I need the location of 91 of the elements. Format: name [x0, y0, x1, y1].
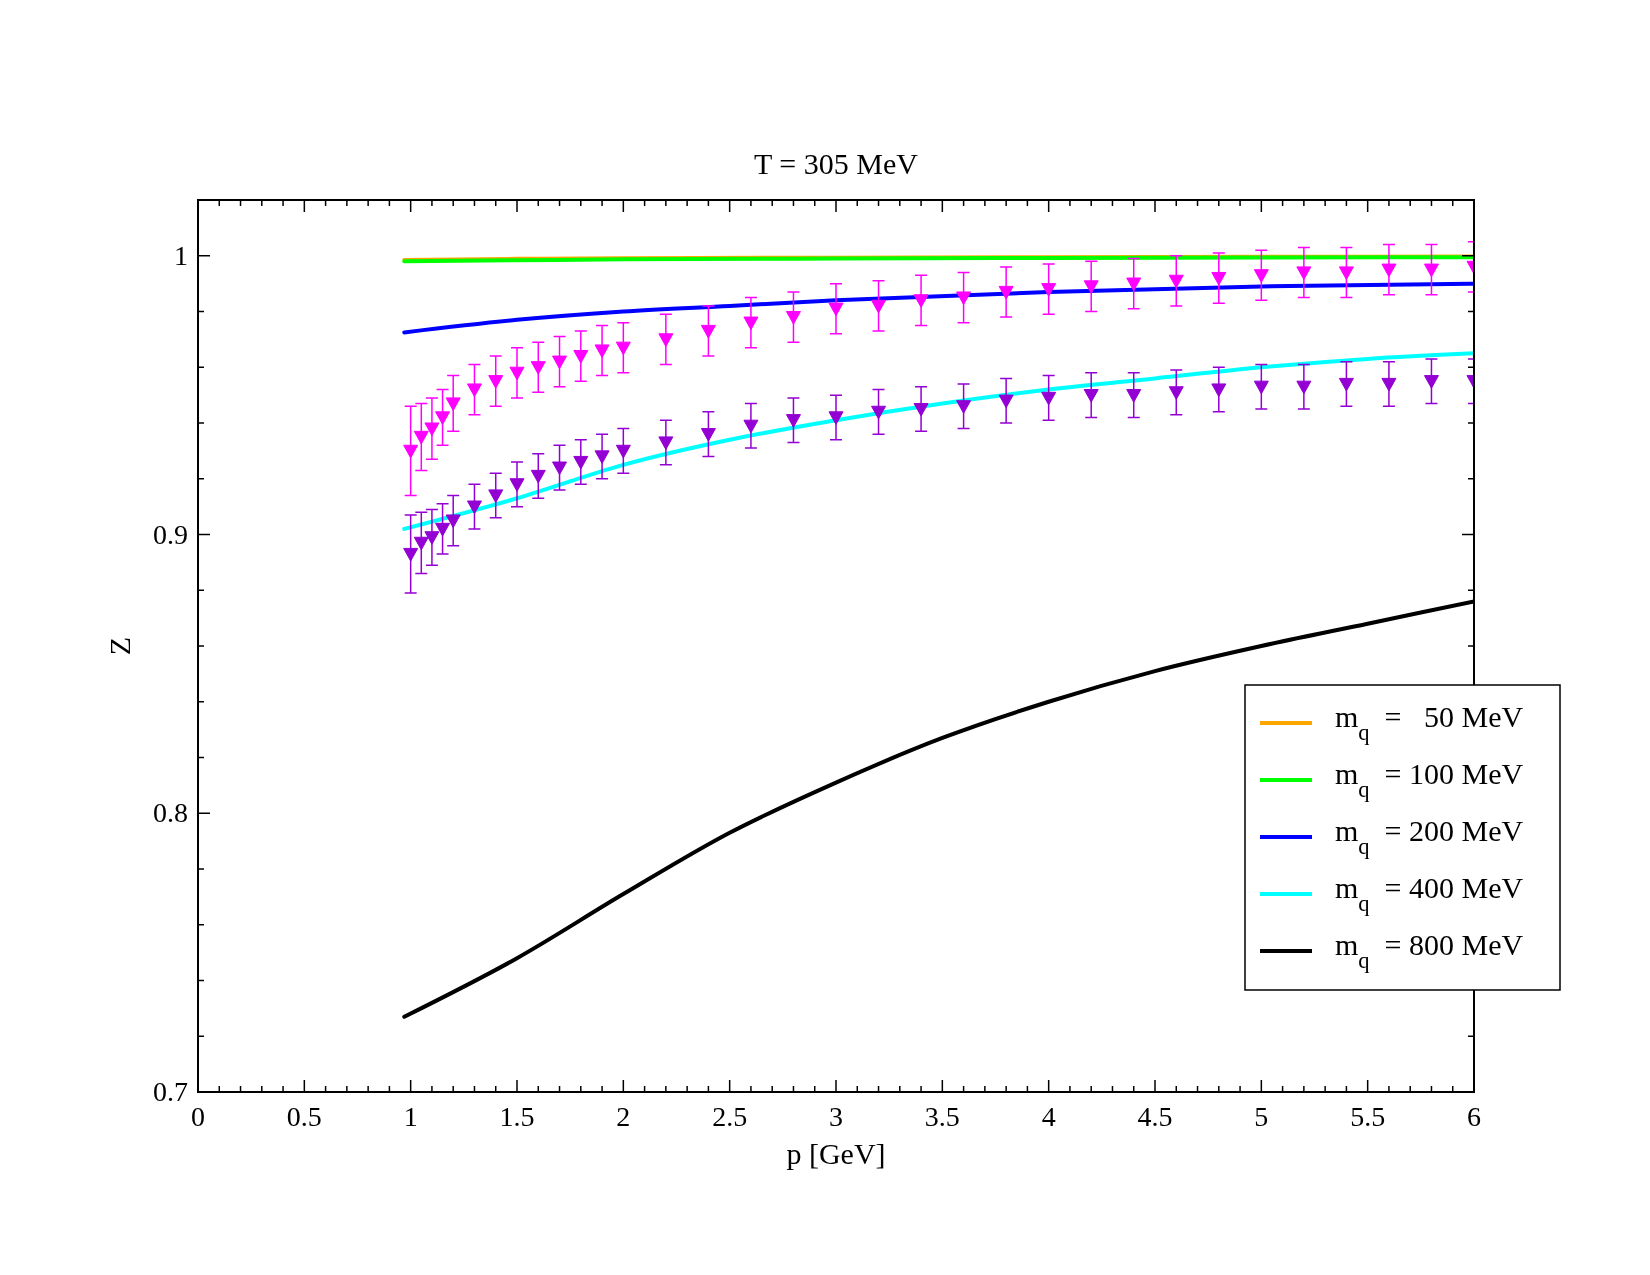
point [658, 436, 674, 451]
point [1423, 263, 1439, 278]
point [956, 291, 972, 306]
point [509, 366, 525, 381]
point [743, 316, 759, 331]
point [828, 411, 844, 425]
point [1211, 271, 1227, 286]
point [1126, 389, 1142, 403]
point [1338, 266, 1354, 280]
legend-label: m$_{q}$ = 100 MeV [1335, 757, 1524, 802]
point [1168, 386, 1184, 400]
point [785, 310, 801, 325]
point [403, 547, 419, 562]
point [594, 450, 610, 464]
point [615, 341, 631, 356]
x-tick-label: 0 [191, 1101, 205, 1132]
point [1423, 375, 1439, 389]
point [785, 414, 801, 428]
point [1083, 280, 1099, 294]
point [573, 350, 589, 364]
point [403, 444, 419, 459]
x-tick-label: 1 [403, 1101, 418, 1132]
point [1083, 389, 1099, 403]
point [658, 333, 674, 347]
y-tick-label: 0.8 [153, 797, 188, 829]
x-tick-label: 4 [1041, 1101, 1056, 1132]
x-tick-label: 2.5 [712, 1101, 748, 1132]
x-tick-label: 0.5 [286, 1101, 322, 1132]
x-tick-label: 6 [1467, 1101, 1481, 1132]
x-tick-label: 2 [616, 1101, 631, 1132]
point [1211, 383, 1227, 398]
chart-title: T = 305 MeV [754, 147, 919, 180]
x-tick-label: 5 [1254, 1101, 1269, 1132]
point [466, 383, 482, 398]
legend-label: m$_{q}$ = 400 MeV [1335, 871, 1524, 916]
x-tick-label: 4.5 [1137, 1101, 1173, 1132]
x-tick-label: 1.5 [499, 1101, 535, 1132]
point [743, 419, 759, 434]
y-tick-label: 1 [174, 239, 188, 271]
legend-label: m$_{q}$ = 200 MeV [1335, 814, 1524, 859]
point [530, 469, 546, 484]
line-series [402, 281, 1474, 335]
point [435, 411, 451, 425]
point [1041, 283, 1057, 297]
point [1041, 391, 1057, 406]
point [530, 361, 546, 375]
point [871, 299, 887, 314]
point [1381, 263, 1397, 278]
legend-label: m$_{q}$ = 800 MeV [1335, 928, 1524, 973]
point [998, 285, 1014, 300]
point [552, 355, 568, 370]
point [552, 461, 568, 476]
point [424, 422, 440, 437]
point [1253, 269, 1269, 283]
point [828, 302, 844, 317]
point [913, 402, 929, 417]
point [913, 294, 929, 308]
x-tick-label: 3 [829, 1101, 843, 1132]
point [956, 400, 972, 414]
point [488, 489, 504, 503]
point [413, 430, 429, 445]
point [435, 522, 451, 537]
x-tick-label: 5.5 [1350, 1101, 1386, 1132]
point [1253, 380, 1269, 395]
line-series [402, 351, 1474, 531]
point [1126, 277, 1142, 292]
point [466, 500, 482, 515]
point [424, 531, 440, 545]
x-axis-title: p [GeV] [786, 1137, 886, 1170]
x-tick-label: 3.5 [924, 1101, 960, 1132]
point [488, 375, 504, 389]
point [700, 324, 716, 339]
point [615, 444, 631, 459]
y-tick-label: 0.9 [153, 518, 188, 550]
point [1338, 377, 1354, 392]
point [998, 394, 1014, 409]
point [1381, 377, 1397, 392]
y-axis-title: Z [103, 636, 136, 656]
point [573, 455, 589, 470]
point [445, 397, 461, 411]
point [445, 514, 461, 529]
point [871, 405, 887, 420]
point [700, 428, 716, 442]
point [413, 536, 429, 551]
y-tick-label: 0.7 [153, 1076, 188, 1107]
point [594, 344, 610, 359]
point [1296, 266, 1312, 280]
point [1168, 274, 1184, 289]
legend-label: m$_{q}$ = 50 MeV [1335, 700, 1524, 745]
point [509, 478, 525, 492]
point [1296, 380, 1312, 395]
